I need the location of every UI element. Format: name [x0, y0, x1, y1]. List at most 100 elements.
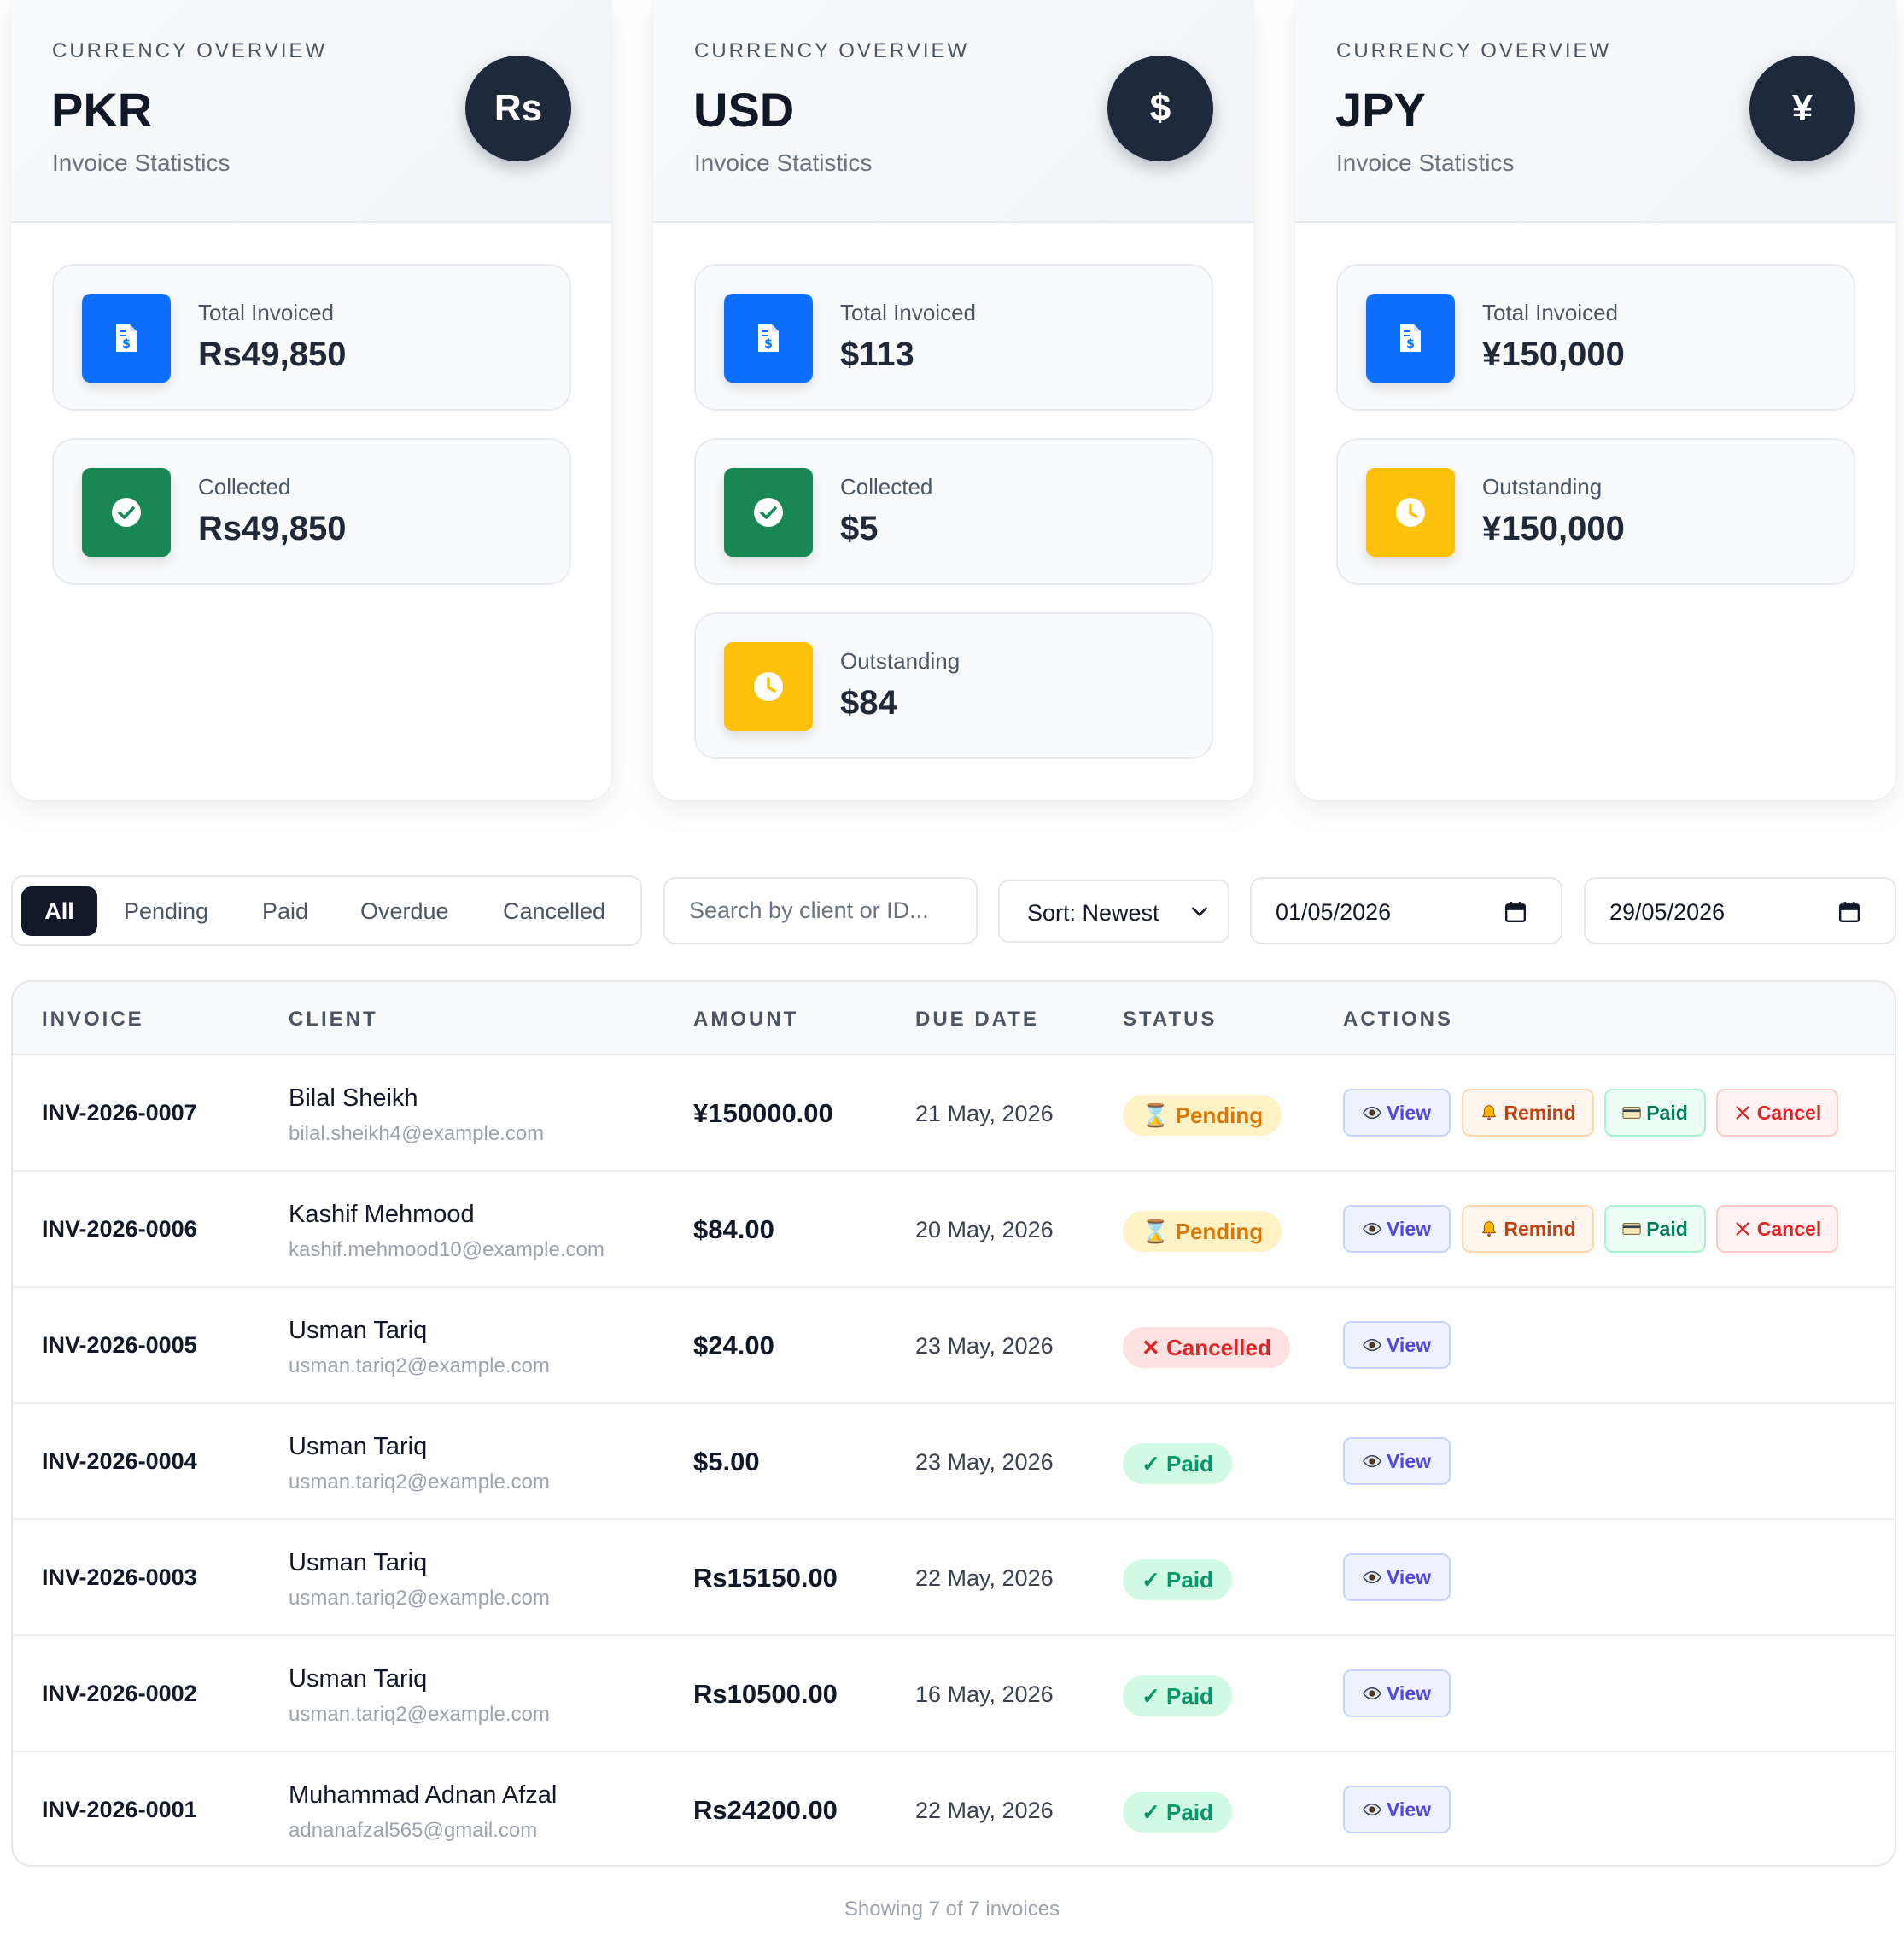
calendar-icon[interactable]	[1838, 901, 1860, 923]
view-button[interactable]: View	[1343, 1786, 1451, 1833]
table-row: INV-2026-0003 Usman Tariq usman.tariq2@exa…	[13, 1520, 1895, 1636]
status-paid-icon: ✓	[1142, 1683, 1160, 1709]
client-email: kashif.mehmood10@example.com	[289, 1238, 604, 1261]
status-filter-tabs: All Pending Paid Overdue Cancelled	[11, 875, 642, 946]
status-badge: ✕ Cancelled	[1123, 1327, 1290, 1368]
filter-tab-pending[interactable]: Pending	[124, 898, 209, 924]
sort-select[interactable]: Sort: Newest	[998, 880, 1229, 943]
column-header-due-date: DUE DATE	[915, 1008, 1039, 1031]
status-label: Paid	[1166, 1799, 1213, 1825]
clock-icon	[1366, 468, 1455, 557]
currency-card-usd: CURRENCY OVERVIEW USD Invoice Statistics…	[653, 0, 1253, 800]
invoice-icon: $	[1366, 294, 1455, 383]
view-button[interactable]: View	[1343, 1553, 1451, 1601]
view-button[interactable]: View	[1343, 1321, 1451, 1369]
remind-button-label: Remind	[1504, 1101, 1576, 1124]
cancel-button[interactable]: Cancel	[1716, 1205, 1838, 1253]
status-badge: ✓ Paid	[1123, 1675, 1232, 1716]
due-date: 23 May, 2026	[915, 1333, 1054, 1359]
stat-label: Outstanding	[840, 648, 961, 674]
client-email: usman.tariq2@example.com	[289, 1587, 550, 1610]
card-kicker: CURRENCY OVERVIEW	[694, 39, 970, 62]
currency-code: PKR	[51, 83, 153, 137]
status-paid-icon: ✓	[1142, 1567, 1160, 1593]
mark-paid-button[interactable]: Paid	[1604, 1205, 1706, 1253]
view-button[interactable]: View	[1343, 1437, 1451, 1485]
table-row: INV-2026-0004 Usman Tariq usman.tariq2@exa…	[13, 1404, 1895, 1520]
due-date: 22 May, 2026	[915, 1565, 1054, 1591]
stat-value: Rs49,850	[198, 510, 347, 547]
date-to-value: 29/05/2026	[1609, 899, 1726, 925]
date-from-input[interactable]: 01/05/2026	[1250, 877, 1562, 944]
client-name: Bilal Sheikh	[289, 1085, 418, 1112]
view-button-label: View	[1387, 1333, 1431, 1356]
date-to-input[interactable]: 29/05/2026	[1584, 877, 1896, 944]
table-row: INV-2026-0007 Bilal Sheikh bilal.sheikh4@e…	[13, 1055, 1895, 1172]
due-date: 22 May, 2026	[915, 1798, 1054, 1823]
clock-icon	[724, 642, 813, 731]
currency-symbol: Rs	[465, 56, 571, 161]
stat-label: Total Invoiced	[840, 300, 976, 325]
currency-card-pkr: CURRENCY OVERVIEW PKR Invoice Statistics…	[11, 0, 611, 800]
client-name: Muhammad Adnan Afzal	[289, 1781, 558, 1809]
results-count: Showing 7 of 7 invoices	[844, 1897, 1060, 1921]
date-from-value: 01/05/2026	[1276, 899, 1392, 925]
status-label: Cancelled	[1166, 1335, 1271, 1360]
filter-tab-paid[interactable]: Paid	[262, 898, 309, 924]
table-header: INVOICE CLIENT AMOUNT DUE DATE STATUS AC…	[13, 982, 1895, 1055]
close-icon	[1736, 1106, 1749, 1120]
card-header: CURRENCY OVERVIEW PKR Invoice Statistics…	[11, 0, 611, 223]
stat-value: Rs49,850	[198, 336, 347, 373]
view-button-label: View	[1387, 1217, 1431, 1240]
column-header-amount: AMOUNT	[693, 1008, 799, 1031]
invoice-id: INV-2026-0003	[42, 1564, 197, 1590]
search-input[interactable]	[663, 877, 978, 944]
stat-label: Outstanding	[1482, 474, 1603, 500]
svg-text:$: $	[1406, 337, 1415, 351]
client-email: usman.tariq2@example.com	[289, 1470, 550, 1494]
stat-outstanding: Outstanding ¥150,000	[1336, 438, 1855, 585]
status-badge: ✓ Paid	[1123, 1443, 1232, 1484]
mark-paid-button[interactable]: Paid	[1604, 1089, 1706, 1137]
view-button-label: View	[1387, 1565, 1431, 1588]
invoice-amount: $5.00	[693, 1447, 760, 1476]
column-header-client: CLIENT	[289, 1008, 378, 1031]
stat-value: ¥150,000	[1482, 336, 1625, 373]
status-label: Pending	[1175, 1219, 1264, 1244]
stat-label: Total Invoiced	[1482, 300, 1618, 325]
svg-text:$: $	[122, 337, 131, 351]
svg-text:$: $	[764, 337, 773, 351]
invoice-amount: Rs24200.00	[693, 1795, 838, 1825]
card-header: CURRENCY OVERVIEW JPY Invoice Statistics…	[1295, 0, 1895, 223]
invoice-amount: Rs15150.00	[693, 1563, 838, 1593]
eye-icon	[1363, 1570, 1381, 1584]
bell-icon	[1481, 1105, 1497, 1121]
credit-card-icon	[1622, 1107, 1641, 1119]
view-button[interactable]: View	[1343, 1669, 1451, 1717]
table-row: INV-2026-0002 Usman Tariq usman.tariq2@exa…	[13, 1636, 1895, 1752]
remind-button[interactable]: Remind	[1462, 1089, 1594, 1137]
filter-tab-cancelled[interactable]: Cancelled	[503, 898, 606, 924]
filter-tab-all[interactable]: All	[21, 886, 97, 936]
cancel-button[interactable]: Cancel	[1716, 1089, 1838, 1137]
stat-label: Collected	[840, 474, 933, 500]
due-date: 20 May, 2026	[915, 1217, 1054, 1242]
status-badge: ⌛ Pending	[1123, 1095, 1282, 1136]
due-date: 16 May, 2026	[915, 1681, 1054, 1707]
invoice-id: INV-2026-0006	[42, 1216, 197, 1242]
status-paid-icon: ✓	[1142, 1451, 1160, 1476]
remind-button[interactable]: Remind	[1462, 1205, 1594, 1253]
client-name: Usman Tariq	[289, 1317, 428, 1344]
table-row: INV-2026-0006 Kashif Mehmood kashif.mehmoo…	[13, 1172, 1895, 1288]
client-email: usman.tariq2@example.com	[289, 1354, 550, 1377]
table-row: INV-2026-0005 Usman Tariq usman.tariq2@exa…	[13, 1288, 1895, 1404]
card-kicker: CURRENCY OVERVIEW	[52, 39, 328, 62]
filter-tab-overdue[interactable]: Overdue	[360, 898, 449, 924]
calendar-icon[interactable]	[1504, 901, 1527, 923]
status-pending-icon: ⌛	[1142, 1102, 1170, 1128]
view-button[interactable]: View	[1343, 1205, 1451, 1253]
invoice-icon: $	[724, 294, 813, 383]
invoice-id: INV-2026-0004	[42, 1448, 197, 1474]
client-email: usman.tariq2@example.com	[289, 1703, 550, 1726]
view-button[interactable]: View	[1343, 1089, 1451, 1137]
